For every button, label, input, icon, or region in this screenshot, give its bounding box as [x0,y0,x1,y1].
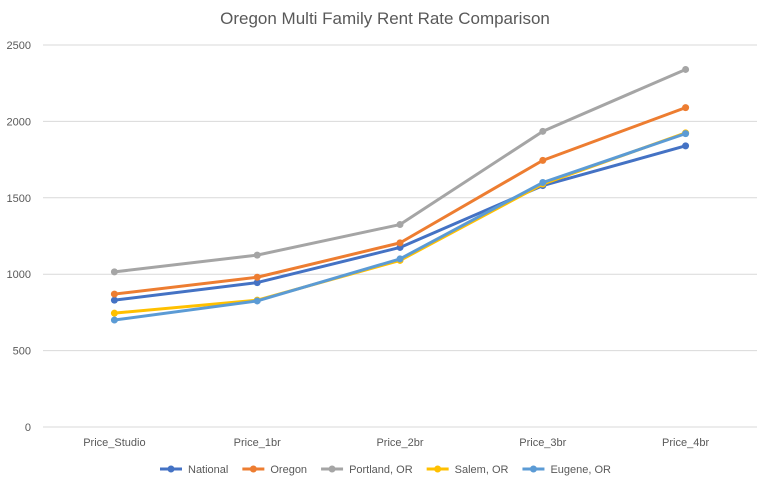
x-axis-ticks: Price_Studio Price_1br Price_2br Price_3br P… [83,437,709,449]
y-tick-label: 0 [25,422,31,434]
series-group [110,130,690,324]
data-point [539,179,547,187]
y-tick-label: 2500 [7,40,31,52]
legend-item: Eugene, OR [522,464,611,476]
legend-label: Salem, OR [455,464,509,476]
x-tick-label: Price_3br [519,437,566,449]
x-tick-label: Price_1br [234,437,281,449]
data-point [253,251,261,259]
data-point [253,273,261,281]
legend-item: National [160,464,228,476]
series-lines [110,65,690,324]
x-tick-label: Price_Studio [83,437,145,449]
data-point [253,297,261,305]
y-tick-label: 1500 [7,193,31,205]
data-point [110,309,118,317]
data-point [682,65,690,73]
legend-marker [167,465,175,473]
legend-marker [328,465,336,473]
data-point [253,279,261,287]
legend-label: Eugene, OR [550,464,611,476]
data-point [682,104,690,112]
data-point [682,142,690,150]
series-group [110,65,690,276]
y-tick-label: 1000 [7,269,31,281]
x-tick-label: Price_4br [662,437,709,449]
data-point [539,127,547,135]
data-point [110,296,118,304]
chart-title: Oregon Multi Family Rent Rate Comparison [220,9,550,28]
legend-marker [249,465,257,473]
gridlines [43,44,757,428]
data-point [396,239,404,247]
legend-marker [434,465,442,473]
data-point [682,130,690,138]
series-group [110,104,690,298]
legend-marker [529,465,537,473]
y-axis-ticks: 0 500 1000 1500 2000 2500 [7,40,31,434]
series-line [112,106,688,296]
y-tick-label: 500 [13,346,31,358]
legend-label: Oregon [270,464,307,476]
legend-item: Portland, OR [321,464,413,476]
x-tick-label: Price_2br [376,437,423,449]
legend-item: Salem, OR [426,464,509,476]
legend-item: Oregon [242,464,307,476]
data-point [110,316,118,324]
legend-label: National [188,464,228,476]
legend: National Oregon Portland, OR Salem, OR Eugen… [160,464,611,476]
data-point [110,290,118,298]
data-point [396,255,404,263]
data-point [539,156,547,164]
data-point [396,221,404,229]
legend-label: Portland, OR [349,464,413,476]
data-point [110,268,118,276]
y-tick-label: 2000 [7,116,31,128]
